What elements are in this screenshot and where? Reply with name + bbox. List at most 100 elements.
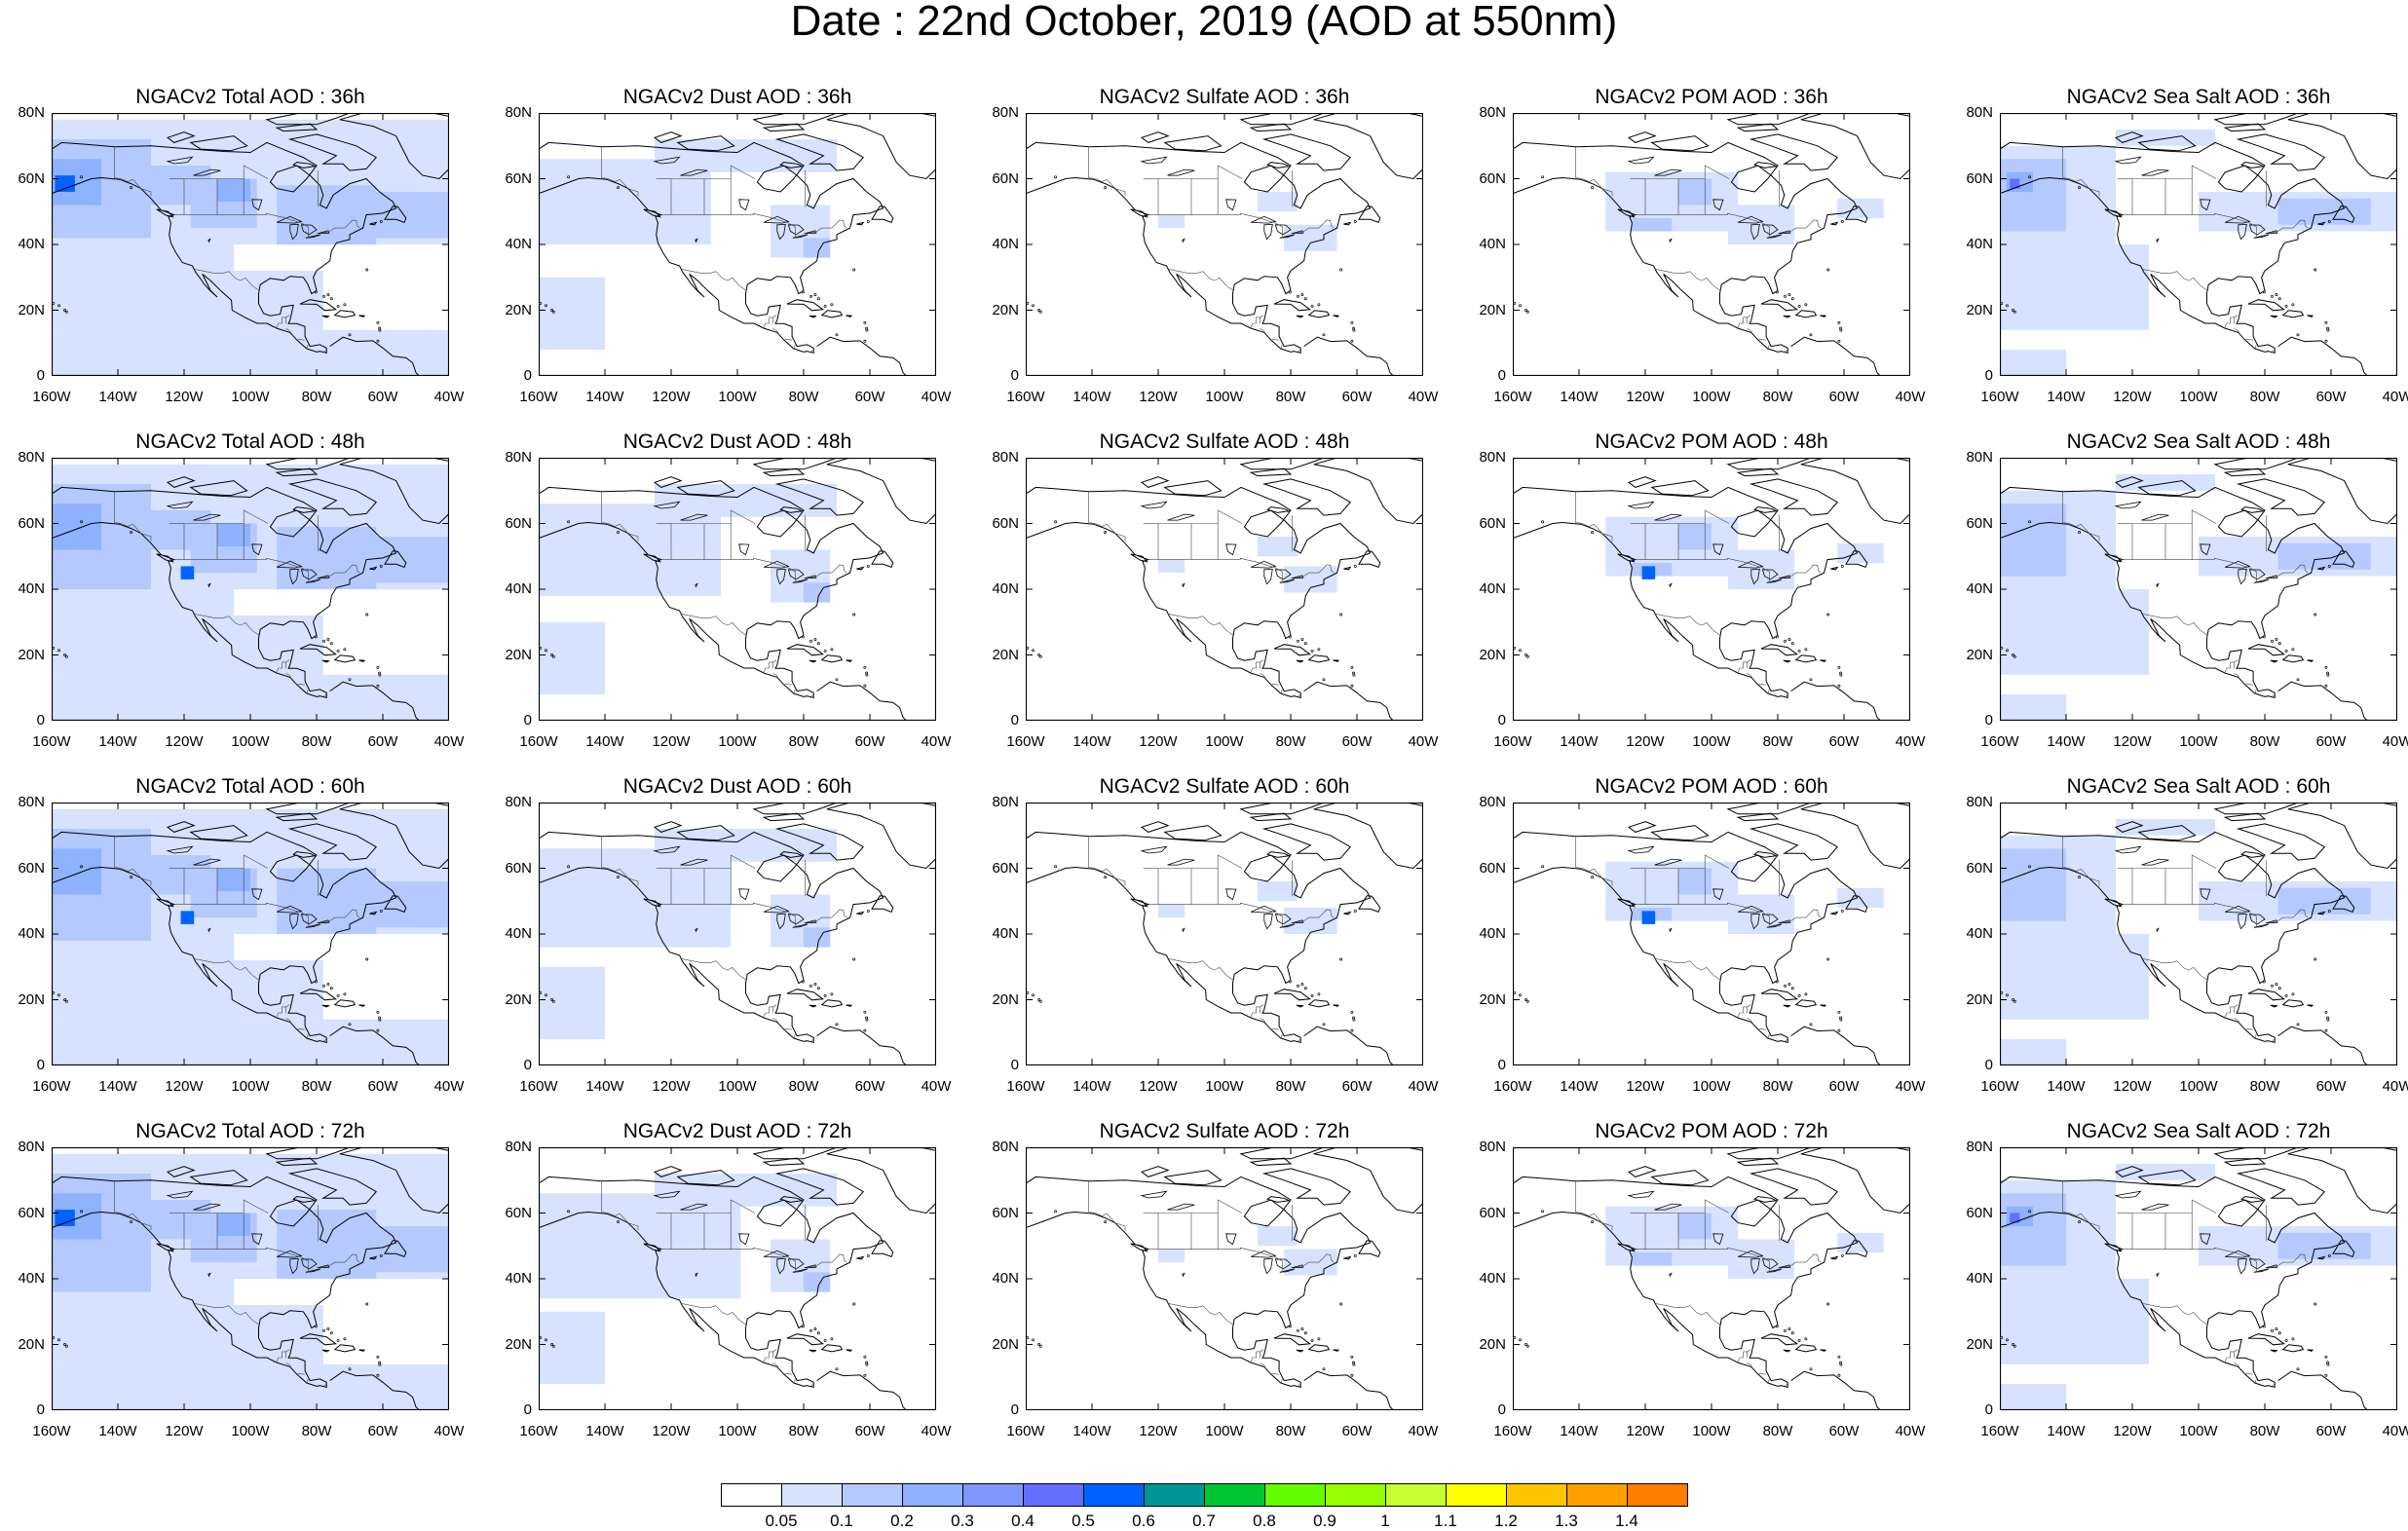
lon-tick-label: 60W <box>1341 1078 1373 1095</box>
political-border <box>173 212 360 239</box>
lake-outline <box>2248 224 2266 236</box>
lat-tick-label: 40N <box>992 580 1019 597</box>
small-island <box>863 320 867 324</box>
lon-tick-label: 40W <box>2382 1423 2408 1439</box>
coastline <box>1303 1026 1395 1065</box>
coastline <box>299 1333 338 1346</box>
lat-tick-label: 80N <box>1479 104 1506 121</box>
lat-tick-label: 40N <box>18 580 45 597</box>
aod-shading <box>539 277 605 351</box>
political-border <box>1158 165 1243 179</box>
small-island <box>1804 648 1808 652</box>
lake-outline <box>2156 1272 2160 1278</box>
lat-tick-label: 20N <box>505 301 532 318</box>
colorbar-label: 1.3 <box>1555 1512 1578 1530</box>
small-island <box>322 294 325 298</box>
small-island <box>813 638 817 642</box>
small-island <box>57 1338 60 1342</box>
lake-outline <box>2114 845 2142 854</box>
political-border <box>1250 315 1264 329</box>
small-island <box>2284 993 2288 997</box>
coastline <box>329 1026 421 1065</box>
political-border <box>1575 836 1613 886</box>
colorbar-swatch <box>721 1483 782 1507</box>
political-border <box>1271 338 1279 341</box>
lat-tick-label: 60N <box>505 169 532 187</box>
small-island <box>1038 999 1042 1003</box>
panel-title: NGACv2 Dust AOD : 48h <box>622 430 852 453</box>
lon-tick-label: 40W <box>921 389 952 405</box>
small-island <box>865 328 869 332</box>
small-island <box>1037 1343 1041 1346</box>
lake-outline <box>738 543 750 556</box>
coastline <box>820 999 844 1008</box>
small-island <box>2078 186 2082 190</box>
aod-shading <box>2010 1213 2020 1223</box>
coastline <box>1800 458 1910 525</box>
lon-tick-label: 80W <box>788 389 819 405</box>
small-island <box>2326 328 2330 332</box>
lon-tick-label: 80W <box>2249 733 2280 750</box>
political-border <box>1654 614 1721 636</box>
political-border <box>285 328 291 333</box>
coastline <box>339 803 449 870</box>
coastline <box>1760 644 1799 656</box>
small-island <box>863 1028 867 1032</box>
lon-tick-label: 40W <box>433 1078 465 1095</box>
aod-shading <box>180 566 195 579</box>
small-island <box>379 909 383 913</box>
political-border <box>193 958 260 981</box>
aod-shading <box>1158 214 1185 229</box>
small-island <box>1104 876 1108 879</box>
coastline <box>1749 478 1838 516</box>
lake-outline <box>300 914 318 925</box>
coastline <box>1845 895 1868 914</box>
coastline <box>1163 135 1223 152</box>
political-border <box>1645 165 1730 179</box>
lake-outline <box>1182 582 1185 588</box>
political-border <box>660 902 847 928</box>
lake-outline <box>2225 1250 2251 1258</box>
political-border <box>1747 328 1752 333</box>
political-border <box>114 146 152 197</box>
lat-tick-label: 60N <box>1966 1204 1993 1221</box>
political-border <box>1575 491 1613 541</box>
lon-tick-label: 120W <box>1139 1423 1178 1439</box>
lon-tick-label: 40W <box>2382 1078 2408 1095</box>
coastline <box>329 336 421 376</box>
aod-shading <box>2000 1039 2066 1065</box>
aod-shading <box>1158 904 1185 918</box>
lat-tick-label: 60N <box>505 514 532 532</box>
small-island <box>2012 309 2015 312</box>
coastline <box>676 1170 735 1186</box>
political-border <box>2245 683 2253 686</box>
coastline <box>856 221 865 226</box>
lon-tick-label: 140W <box>2047 389 2086 405</box>
lake-outline <box>1654 168 1682 176</box>
small-island <box>1350 1028 1354 1032</box>
lon-tick-label: 140W <box>585 1078 624 1095</box>
political-border <box>2254 1033 2257 1039</box>
coastline <box>826 458 936 525</box>
coastline <box>299 989 338 1001</box>
political-border <box>1654 269 1721 291</box>
small-island <box>1591 1220 1595 1224</box>
small-island <box>1350 320 1354 324</box>
coastline <box>2332 205 2355 224</box>
small-island <box>1839 1018 1843 1022</box>
small-island <box>1790 297 1794 301</box>
lon-tick-label: 120W <box>652 389 691 405</box>
coastline <box>2223 812 2267 822</box>
lat-tick-label: 40N <box>992 925 1019 942</box>
small-island <box>1837 665 1841 669</box>
coastline <box>287 133 377 171</box>
lat-tick-label: 40N <box>1966 236 1993 252</box>
political-border <box>285 1363 291 1367</box>
coastline <box>774 823 864 861</box>
small-island <box>866 564 870 568</box>
lon-tick-label: 100W <box>231 389 270 405</box>
lon-tick-label: 100W <box>2179 389 2218 405</box>
coastline <box>1783 659 1791 663</box>
coastline <box>2317 221 2326 226</box>
lake-outline <box>1263 1257 1273 1275</box>
